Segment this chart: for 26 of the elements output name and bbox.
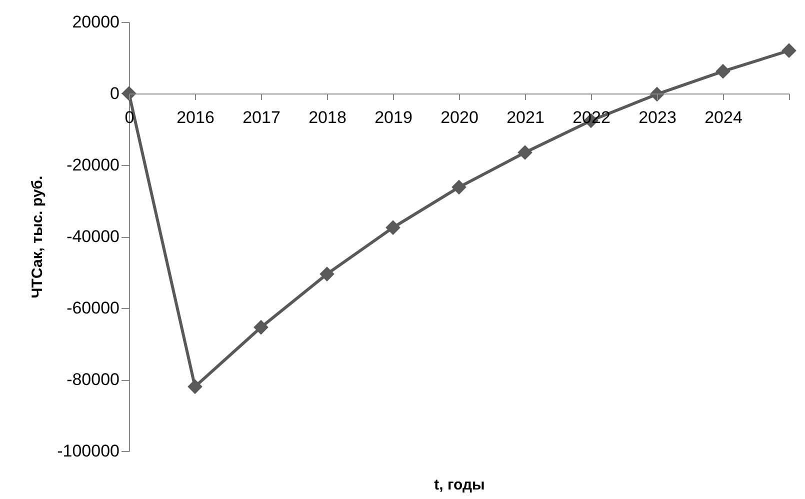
point [518, 145, 532, 160]
y-tick-label: -100000 [57, 442, 120, 460]
x-tick-label: 2017 [242, 108, 280, 127]
point [188, 379, 202, 394]
x-tick-label: 2018 [308, 108, 346, 127]
point [452, 180, 466, 195]
point [254, 320, 268, 335]
x-axis-title: t, годы [434, 476, 485, 494]
y-tick-label: 0 [110, 84, 120, 103]
x-tick-label: 2016 [176, 108, 214, 127]
x-tick-label: 2020 [440, 108, 478, 127]
y-tick-label: -20000 [66, 156, 120, 174]
y-axis-title: ЧТСак, тыс. руб. [29, 176, 46, 298]
x-tick-label: 2021 [506, 108, 544, 127]
y-tick-label: -40000 [66, 227, 120, 246]
y-tick-label: 20000 [72, 12, 120, 32]
x-tick-label: 2019 [374, 108, 412, 127]
point [716, 64, 730, 79]
point [782, 43, 796, 58]
x-tick-label: 0 [124, 108, 134, 127]
x-tick-label: 2023 [638, 108, 676, 127]
y-tick-label: -60000 [66, 298, 120, 318]
y-tick-label: -80000 [66, 370, 120, 389]
point [320, 266, 334, 282]
point [386, 220, 400, 235]
x-tick-label: 2024 [704, 108, 742, 127]
